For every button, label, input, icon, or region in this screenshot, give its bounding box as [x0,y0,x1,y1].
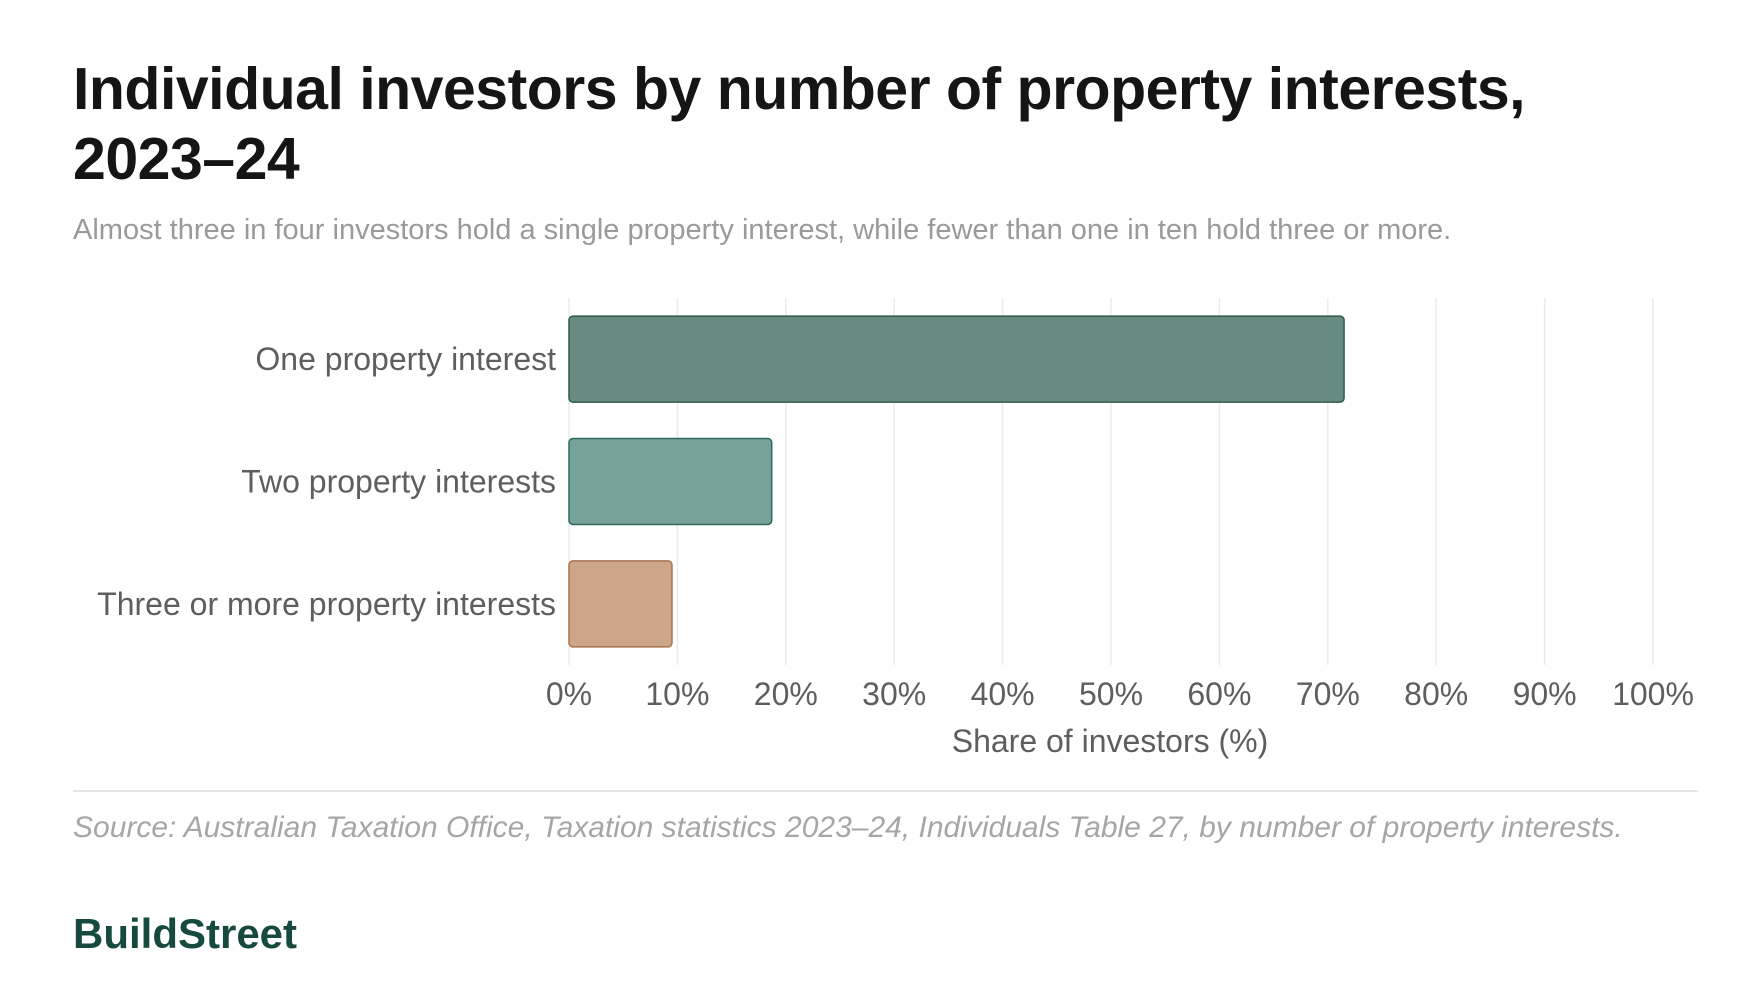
x-tick-label: 40% [971,676,1035,712]
bar-chart: One property interest Two property intere… [97,298,1694,759]
x-axis-ticks: 0% 10% 20% 30% 40% 50% 60% 70% 80% 90% 100% [546,676,1694,712]
x-tick-label: 100% [1612,676,1694,712]
x-tick-label: 60% [1187,676,1251,712]
chart-title: Individual investors by number of proper… [73,56,1526,192]
x-tick-label: 0% [546,676,592,712]
x-axis-title: Share of investors (%) [952,723,1269,759]
x-tick-label: 20% [754,676,818,712]
x-tick-label: 30% [862,676,926,712]
source-note: Source: Australian Taxation Office, Taxa… [73,811,1623,844]
bar [568,315,1345,403]
x-tick-label: 70% [1296,676,1360,712]
bars [568,315,1345,648]
x-tick-label: 50% [1079,676,1143,712]
category-label: Three or more property interests [97,586,556,622]
category-labels: One property interest Two property intere… [97,341,556,622]
x-tick-label: 90% [1513,676,1577,712]
bar [568,437,773,526]
footer-divider [73,790,1698,792]
x-tick-label: 80% [1404,676,1468,712]
bar [568,560,673,648]
x-tick-label: 10% [645,676,709,712]
category-label: Two property interests [241,464,556,500]
chart-subtitle: Almost three in four investors hold a si… [73,214,1452,246]
category-label: One property interest [255,341,556,377]
brand-logo: BuildStreet [73,910,298,957]
